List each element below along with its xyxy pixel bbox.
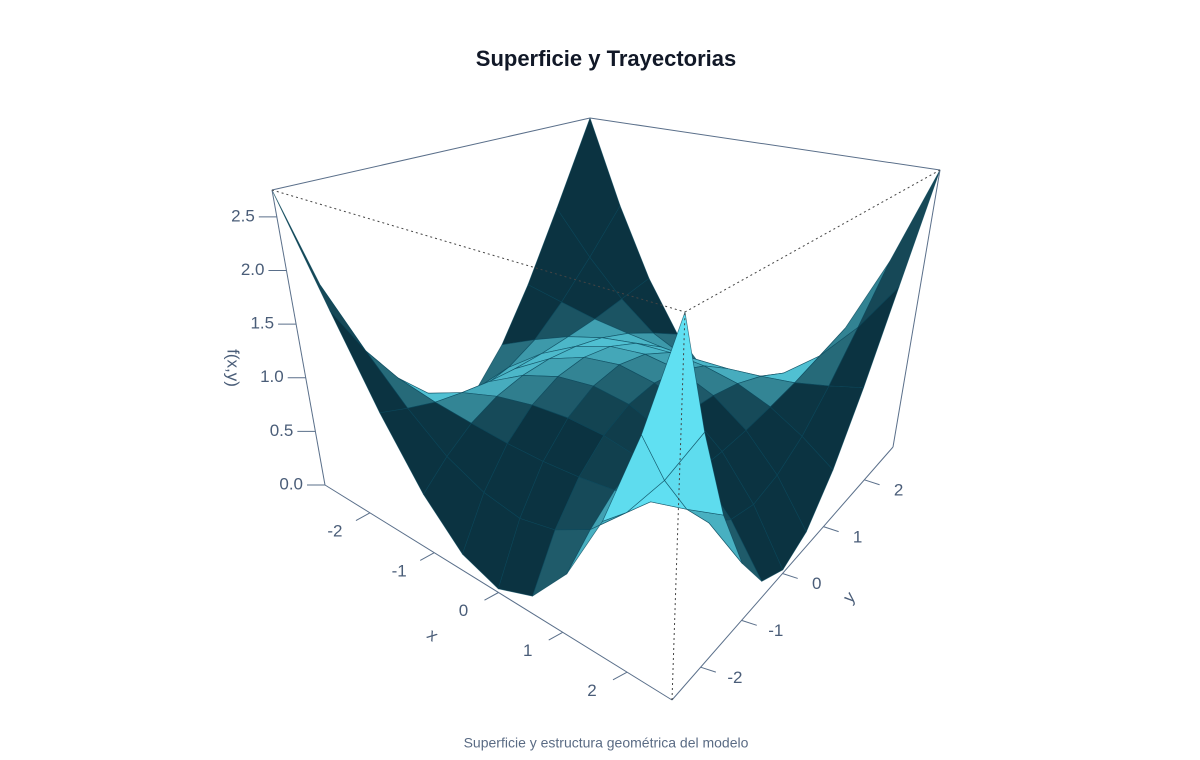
box-edge	[271, 117, 591, 191]
z-tick-label: 1.5	[250, 314, 274, 333]
chart-title: Superficie y Trayectorias	[476, 46, 736, 71]
x-tick	[355, 512, 371, 522]
caption: Superficie y estructura geométrica del m…	[464, 735, 749, 751]
box-edge-hidden	[684, 169, 941, 313]
surface-patch	[329, 310, 409, 414]
y-tick-label: 0	[812, 574, 821, 593]
y-tick-label: 2	[894, 480, 903, 499]
box-edge-hidden	[271, 189, 686, 313]
box-edge	[892, 169, 941, 448]
y-tick	[864, 479, 880, 486]
x-tick-label: -1	[392, 561, 407, 580]
y-tick	[700, 666, 717, 673]
y-tick-label: -2	[727, 668, 742, 687]
y-tick	[741, 619, 757, 626]
z-tick-label: 1.0	[260, 367, 284, 386]
x-tick	[419, 552, 435, 561]
y-tick	[782, 573, 798, 579]
box-edge	[589, 117, 941, 171]
x-tick-label: 2	[587, 681, 596, 700]
x-tick-label: -2	[327, 522, 342, 541]
z-tick-label: 0.5	[270, 421, 294, 440]
x-tick-label: 0	[459, 601, 468, 620]
surface-patch	[641, 311, 706, 481]
x-tick-label: 1	[523, 641, 532, 660]
z-tick-label: 2.0	[241, 260, 265, 279]
z-tick-label: 0.0	[279, 474, 303, 493]
x-tick	[612, 671, 628, 681]
y-axis-title: y	[839, 587, 859, 606]
x-tick	[484, 592, 499, 601]
z-tick-label: 2.5	[231, 206, 255, 225]
x-tick	[548, 631, 563, 641]
y-tick-label: -1	[768, 621, 783, 640]
y-tick	[823, 526, 839, 533]
box-edge	[271, 189, 326, 486]
surface-patch	[857, 169, 941, 328]
y-tick-label: 1	[853, 527, 862, 546]
x-axis-title: x	[423, 625, 442, 646]
z-axis-title: f(x,y)	[224, 349, 243, 387]
